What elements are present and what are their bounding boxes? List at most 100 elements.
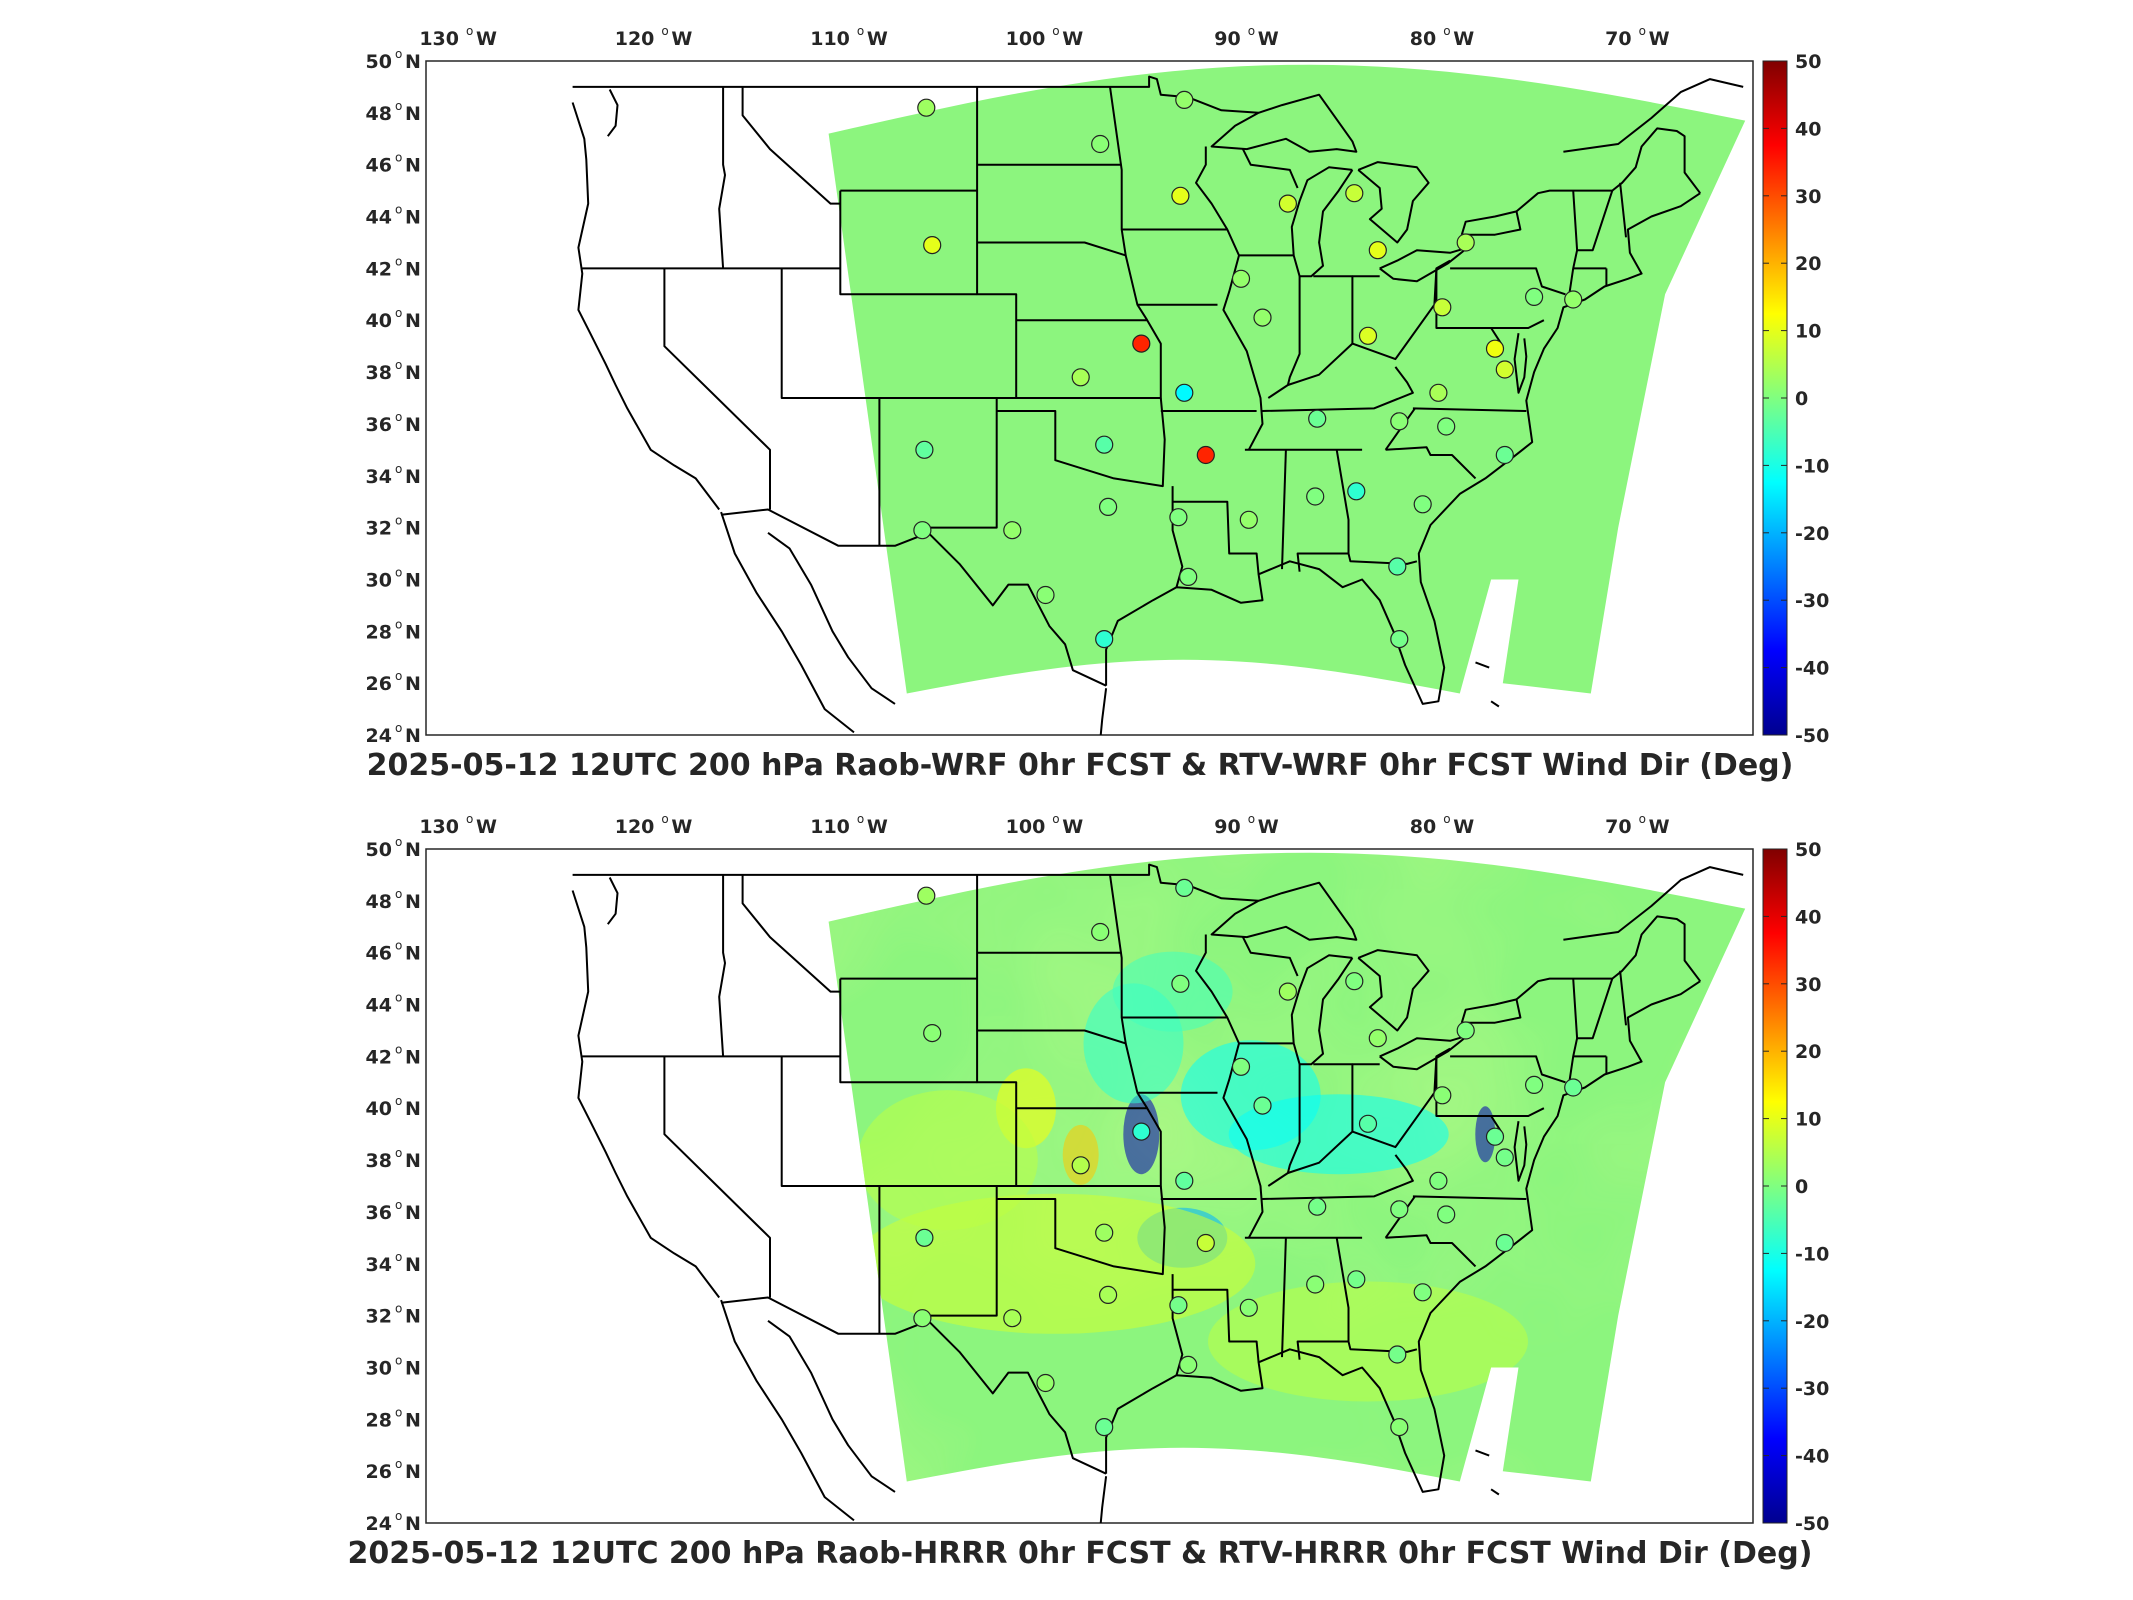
colorbar-tick-label: 50	[1795, 839, 1821, 861]
degree-symbol: o	[395, 617, 402, 631]
station-marker	[1456, 233, 1475, 252]
station-marker	[1003, 521, 1022, 540]
y-tick-hemi: N	[405, 1150, 421, 1172]
degree-symbol: o	[661, 812, 668, 826]
degree-symbol: o	[395, 462, 402, 476]
y-tick-label: 26	[366, 1461, 392, 1483]
station-marker	[1433, 298, 1452, 317]
station-marker	[1095, 1417, 1114, 1437]
y-tick-hemi: N	[405, 518, 421, 540]
x-tick-label: 130	[419, 28, 459, 50]
station-marker	[1253, 308, 1272, 327]
station-marker	[1231, 269, 1251, 288]
station-marker	[1358, 1114, 1378, 1133]
y-tick-hemi: N	[405, 570, 421, 592]
station-marker	[1175, 1171, 1194, 1190]
station-marker	[1132, 1122, 1151, 1141]
station-marker	[1495, 1148, 1514, 1167]
y-tick-hemi: N	[405, 891, 421, 913]
station-marker	[913, 1309, 932, 1328]
x-tick-label: 90	[1214, 28, 1240, 50]
degree-symbol: o	[395, 99, 402, 113]
station-marker	[1358, 326, 1378, 345]
station-marker	[1278, 194, 1298, 213]
degree-symbol: o	[395, 939, 402, 953]
station-marker	[1308, 1197, 1327, 1216]
station-marker	[1345, 184, 1364, 203]
station-marker	[1524, 1075, 1544, 1095]
stations-hrrr	[913, 878, 1583, 1437]
station-marker	[1388, 1345, 1407, 1364]
y-tick-hemi: N	[405, 1513, 421, 1535]
station-marker	[1564, 290, 1583, 309]
colorbar-ticks-hrrr: 50 40 30 20 10 0 -10 -20 -30 -40 -50	[1763, 839, 1829, 1535]
y-tick-label: 50	[366, 51, 392, 73]
panel-hrrr: 130 o W 120 o W 110 o W 100 o W 90 o W 80 o W 70 o W 50 o N48 o…	[348, 812, 1830, 1571]
colorbar-tick-label: 20	[1795, 253, 1821, 275]
y-tick-hemi: N	[405, 155, 421, 177]
degree-symbol: o	[395, 566, 402, 580]
colorbar-tick-label: 0	[1795, 388, 1808, 410]
station-marker	[923, 1023, 942, 1043]
x-tick-label: 100	[1006, 28, 1046, 50]
x-tick-hemi: W	[867, 816, 888, 838]
y-tick-label: 26	[366, 673, 392, 695]
degree-symbol: o	[395, 358, 402, 372]
station-marker	[1429, 1171, 1448, 1190]
station-marker	[1413, 495, 1432, 514]
y-tick-hemi: N	[405, 943, 421, 965]
y-tick-label: 28	[366, 1409, 392, 1431]
station-marker	[923, 236, 942, 255]
y-tick-label: 32	[366, 1306, 392, 1328]
station-marker	[1390, 1417, 1409, 1437]
x-tick-label: 120	[615, 28, 655, 50]
degree-symbol: o	[395, 203, 402, 217]
y-tick-label: 48	[366, 103, 392, 125]
y-tick-label: 42	[366, 1046, 392, 1068]
colorbar-tick-label: 10	[1795, 321, 1821, 343]
y-tick-label: 36	[366, 1202, 392, 1224]
colorbar-tick-label: 40	[1795, 118, 1821, 140]
station-marker	[1347, 1270, 1366, 1289]
degree-symbol: o	[395, 514, 402, 528]
station-marker	[1388, 557, 1407, 576]
degree-symbol: o	[395, 1198, 402, 1212]
y-tick-label: 48	[366, 891, 392, 913]
station-marker	[1231, 1057, 1251, 1076]
station-marker	[1524, 287, 1544, 306]
x-tick-label: 120	[615, 816, 655, 838]
y-tick-hemi: N	[405, 1306, 421, 1328]
degree-symbol: o	[395, 1146, 402, 1160]
y-tick-label: 30	[366, 570, 392, 592]
station-marker	[1196, 1233, 1215, 1253]
degree-symbol: o	[1248, 24, 1255, 38]
y-tick-label: 24	[366, 1513, 392, 1535]
state-borders-wrf	[571, 75, 1744, 735]
degree-symbol: o	[395, 47, 402, 61]
colorbar-tick-label: 20	[1795, 1041, 1821, 1063]
degree-symbol: o	[1443, 24, 1450, 38]
station-marker	[1485, 339, 1505, 358]
degree-symbol: o	[395, 254, 402, 268]
station-marker	[917, 98, 936, 117]
station-marker	[1132, 334, 1151, 353]
station-marker	[1495, 1233, 1514, 1253]
degree-symbol: o	[857, 812, 864, 826]
x-tick-hemi: W	[476, 816, 497, 838]
x-tick-label: 80	[1410, 816, 1436, 838]
domain-field-wrf	[828, 64, 1746, 694]
x-tick-hemi: W	[867, 28, 888, 50]
y-tick-hemi: N	[405, 207, 421, 229]
colorbar-tick-label: -50	[1795, 1513, 1829, 1535]
station-marker	[1098, 1285, 1118, 1305]
station-marker	[1036, 585, 1055, 605]
x-tick-hemi: W	[1649, 28, 1670, 50]
degree-symbol: o	[395, 306, 402, 320]
x-tick-labels-wrf: 130 o W 120 o W 110 o W 100 o W 90 o W 80 o W 70 o W	[419, 24, 1669, 50]
colorbar-tick-label: -10	[1795, 455, 1829, 477]
x-tick-hemi: W	[476, 28, 497, 50]
y-tick-hemi: N	[405, 839, 421, 861]
station-marker	[915, 1228, 934, 1247]
station-marker	[1345, 972, 1364, 991]
station-marker	[1175, 90, 1194, 110]
